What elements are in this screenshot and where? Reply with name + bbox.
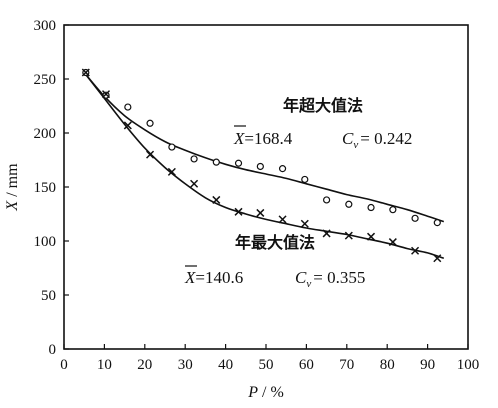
point-circle xyxy=(345,200,353,208)
point-cross xyxy=(388,238,397,247)
y-tick-label: 100 xyxy=(34,234,57,250)
annotation-cv-upper: Cv = 0.242 xyxy=(342,129,412,151)
point-cross xyxy=(234,207,243,216)
point-cross xyxy=(146,150,155,159)
fit-line-series-1 xyxy=(83,72,445,260)
y-tick-label: 150 xyxy=(34,180,57,196)
point-circle xyxy=(190,155,198,163)
point-circle xyxy=(301,175,309,184)
plot-frame xyxy=(63,24,469,350)
point-cross xyxy=(411,246,420,255)
annotation-label-lower: 年最大值法 xyxy=(235,233,315,252)
point-circle xyxy=(411,214,419,222)
point-circle xyxy=(146,119,154,127)
x-axis-ticks: 0 10 20 30 40 50 60 70 80 90 100 xyxy=(60,344,479,373)
x-tick-label: 30 xyxy=(178,357,193,373)
point-circle xyxy=(124,103,132,111)
point-circle xyxy=(389,206,397,214)
point-cross xyxy=(300,219,309,228)
y-tick-label: 300 xyxy=(34,18,57,34)
annotation-mean-lower: X=140.6 xyxy=(184,268,243,287)
point-circle xyxy=(433,219,441,227)
point-cross xyxy=(433,254,442,263)
point-cross xyxy=(123,121,132,130)
point-circle xyxy=(102,91,110,99)
point-cross xyxy=(167,167,176,176)
point-cross xyxy=(256,208,265,217)
x-tick-label: 70 xyxy=(339,357,354,373)
fit-line-series-0 xyxy=(83,71,445,223)
point-cross xyxy=(101,90,111,99)
annotation-mean-upper: X=168.4 xyxy=(233,129,293,148)
x-tick-label: 100 xyxy=(457,357,480,373)
point-cross xyxy=(212,195,221,204)
point-cross xyxy=(81,68,90,77)
x-tick-label: 80 xyxy=(380,357,395,373)
point-circle xyxy=(323,196,331,204)
x-tick-label: 50 xyxy=(259,357,274,373)
fit-curves xyxy=(83,71,445,260)
y-axis-ticks: 0 50 100 150 200 250 300 xyxy=(34,18,69,358)
point-cross xyxy=(190,179,199,188)
x-tick-label: 10 xyxy=(97,357,112,373)
point-circle xyxy=(367,203,375,212)
point-cross xyxy=(322,229,331,238)
y-tick-label: 250 xyxy=(34,72,57,88)
annotation-stats-upper: X=168.4 Cv = 0.242 xyxy=(233,125,412,151)
y-tick-label: 0 xyxy=(49,342,57,358)
annotation-cv-lower: Cv = 0.355 xyxy=(295,268,365,290)
point-circle xyxy=(256,162,264,171)
x-tick-label: 60 xyxy=(299,357,314,373)
point-cross xyxy=(367,232,376,241)
point-circle xyxy=(234,159,243,167)
data-markers xyxy=(81,68,442,263)
y-tick-label: 50 xyxy=(41,288,56,304)
point-cross xyxy=(344,231,353,240)
y-axis-title: X/ mm xyxy=(4,163,21,212)
x-tick-label: 90 xyxy=(420,357,435,373)
x-tick-label: 40 xyxy=(218,357,233,373)
point-cross xyxy=(278,215,287,224)
y-tick-label: 200 xyxy=(34,126,57,142)
point-circle xyxy=(168,143,176,151)
annotation-label-upper: 年超大值法 xyxy=(283,96,363,115)
x-axis-title: P / % xyxy=(247,384,284,401)
annotation-stats-lower: X=140.6 Cv = 0.355 xyxy=(184,265,365,290)
point-circle xyxy=(278,165,287,173)
x-tick-label: 0 xyxy=(60,357,68,373)
point-circle xyxy=(212,158,220,166)
x-tick-label: 20 xyxy=(137,357,152,373)
